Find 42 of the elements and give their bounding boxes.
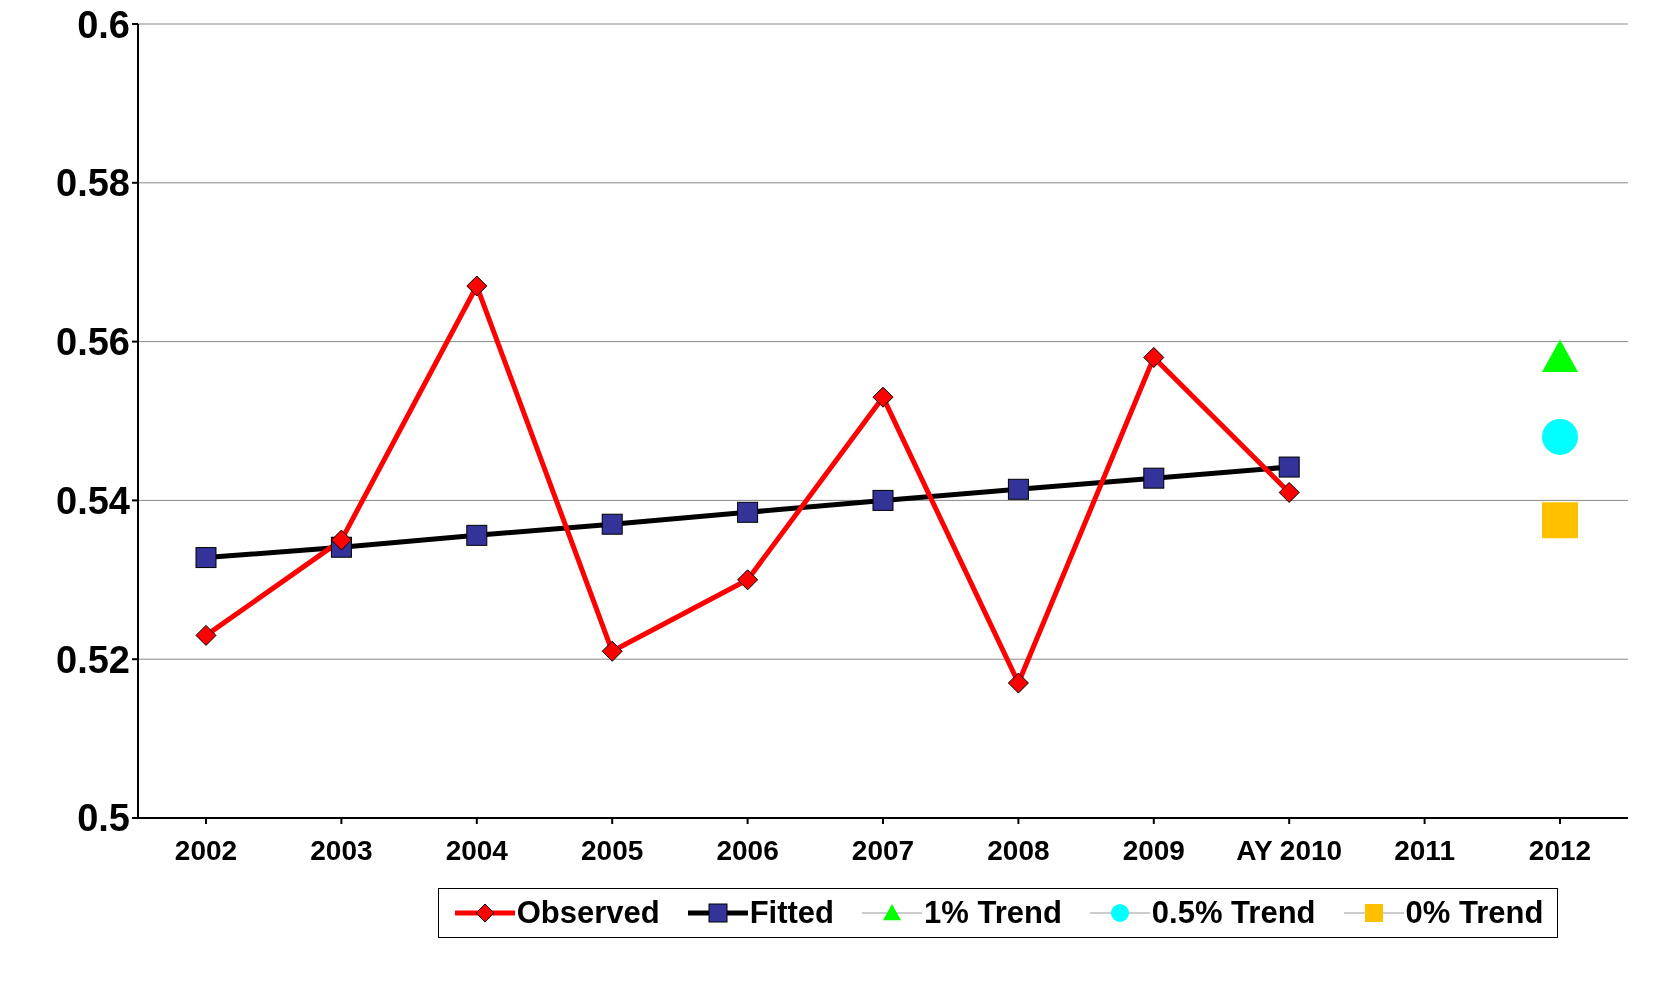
- y-tick-label: 0.5: [77, 797, 130, 840]
- point: [330, 529, 352, 551]
- x-tick-label: 2005: [581, 834, 644, 866]
- point: [1542, 418, 1578, 455]
- x-tick-label: 2007: [851, 834, 915, 866]
- y-tick-label: 0.56: [56, 321, 130, 364]
- y-tick-label: 0.52: [56, 638, 130, 681]
- y-tick-label: 0.58: [56, 162, 130, 205]
- point: [872, 489, 894, 511]
- point: [872, 386, 894, 408]
- point: [1278, 456, 1300, 478]
- point: [1278, 481, 1300, 503]
- legend-label: 0.5% Trend: [1151, 895, 1316, 931]
- point: [1542, 339, 1578, 372]
- point: [1007, 672, 1029, 694]
- legend-label: 0% Trend: [1405, 895, 1544, 931]
- y-tick-label: 0.6: [77, 3, 130, 46]
- point: [601, 640, 623, 662]
- x-tick-label: 2003: [310, 834, 373, 866]
- legend-label: 1% Trend: [924, 895, 1062, 931]
- point: [1143, 346, 1165, 368]
- point: [737, 501, 759, 523]
- point: [1007, 478, 1029, 500]
- point: [601, 513, 623, 535]
- x-tick-label: 2012: [1528, 834, 1592, 866]
- point: [1143, 467, 1165, 489]
- y-tick-label: 0.54: [56, 479, 130, 522]
- legend-label: Fitted: [749, 895, 835, 931]
- x-tick-label: AY 2010: [1236, 834, 1343, 866]
- point: [1542, 502, 1578, 539]
- legend-label: Observed: [516, 895, 660, 931]
- x-tick-label: 2011: [1394, 834, 1455, 866]
- x-tick-label: 2002: [174, 834, 238, 866]
- point: [737, 569, 759, 591]
- x-tick-label: 2009: [1122, 834, 1185, 866]
- x-tick-label: 2006: [716, 834, 779, 866]
- point: [466, 275, 488, 297]
- point: [195, 624, 217, 646]
- point: [466, 524, 488, 546]
- x-tick-label: 2008: [987, 834, 1050, 866]
- x-tick-label: 2004: [445, 834, 509, 866]
- point: [195, 547, 217, 569]
